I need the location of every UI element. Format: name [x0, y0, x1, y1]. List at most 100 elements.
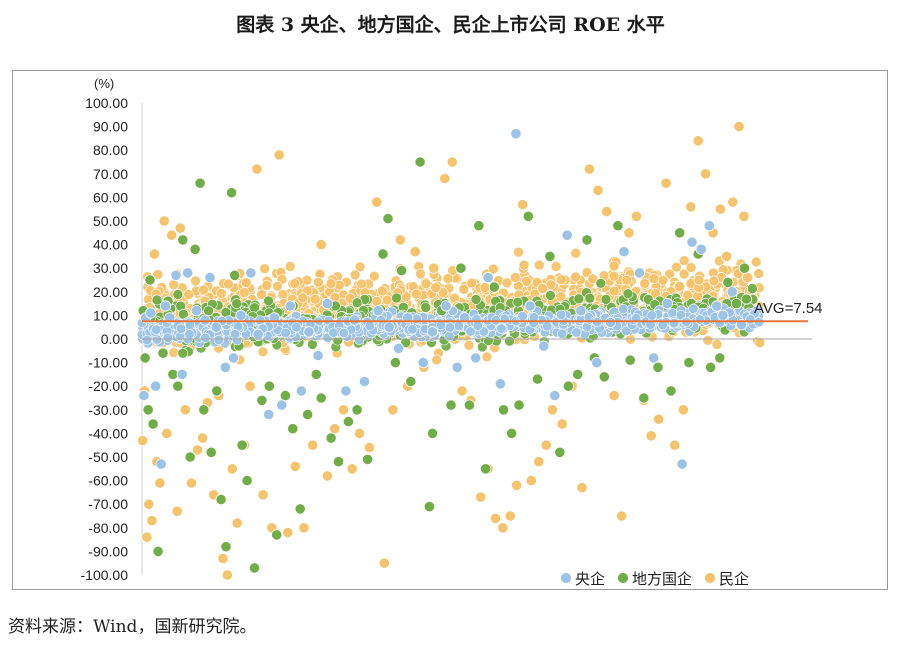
dense-point: [488, 263, 499, 275]
data-point: [372, 305, 384, 317]
y-axis: 100.00 90.00 80.00 70.00 60.00 50.00 40.00 30.0…: [81, 95, 143, 583]
data-point: [727, 196, 739, 208]
dense-point: [537, 283, 548, 294]
data-point: [538, 340, 550, 352]
data-point: [531, 373, 544, 385]
data-point: [409, 246, 421, 258]
dense-point: [444, 322, 456, 333]
y-tick-label: -30.00: [88, 402, 128, 418]
dense-point: [325, 278, 337, 289]
dense-point: [241, 277, 252, 288]
data-point: [138, 389, 150, 402]
data-point: [692, 135, 704, 147]
y-tick-label: 100.00: [85, 95, 128, 111]
dense-point: [261, 280, 273, 291]
data-point: [298, 522, 310, 534]
dense-point: [230, 329, 241, 340]
data-point: [139, 352, 151, 364]
data-point: [414, 156, 426, 168]
dense-point: [570, 271, 581, 283]
data-point: [154, 477, 166, 489]
data-point: [504, 510, 516, 522]
data-point: [171, 505, 183, 517]
data-point: [248, 562, 261, 574]
data-point: [190, 305, 202, 317]
data-point: [226, 187, 238, 199]
dense-point: [152, 269, 164, 280]
y-tick-label: 80.00: [93, 142, 128, 158]
data-point: [592, 184, 604, 196]
data-point: [340, 385, 352, 397]
dense-point: [542, 321, 553, 332]
data-point: [738, 210, 750, 222]
data-point: [426, 326, 439, 338]
dense-point: [621, 274, 633, 286]
data-point: [284, 300, 296, 312]
data-point: [674, 227, 686, 239]
data-point: [544, 250, 556, 262]
data-point: [337, 404, 350, 416]
data-point: [179, 404, 191, 416]
dense-point: [354, 261, 366, 273]
data-point: [604, 316, 617, 329]
dense-point: [657, 319, 668, 331]
legend-marker: [617, 572, 629, 584]
data-point: [303, 326, 315, 338]
dense-point: [312, 276, 324, 288]
dense-point: [571, 327, 582, 338]
data-point: [315, 392, 327, 404]
dense-point: [472, 320, 483, 331]
dense-point: [177, 347, 189, 359]
data-point: [677, 404, 690, 416]
data-point: [630, 210, 643, 222]
dense-point: [280, 327, 291, 339]
data-point: [405, 375, 417, 388]
data-point: [172, 380, 184, 392]
data-point: [546, 404, 559, 416]
y-tick-label: 30.00: [93, 260, 128, 276]
data-point: [549, 389, 561, 402]
data-point: [392, 342, 405, 354]
data-point: [351, 404, 363, 416]
data-point: [652, 413, 665, 425]
data-point: [505, 427, 518, 439]
data-point: [148, 248, 160, 260]
data-point: [482, 271, 494, 284]
data-point: [177, 234, 189, 246]
dense-point: [678, 255, 690, 267]
data-point: [676, 458, 688, 470]
dense-point: [501, 277, 513, 289]
y-tick-label: -10.00: [88, 355, 128, 371]
y-tick-label: 0.00: [101, 331, 128, 347]
data-point: [315, 239, 327, 251]
data-point: [348, 314, 361, 326]
data-point: [601, 206, 613, 218]
data-point: [428, 262, 440, 274]
dense-point: [584, 292, 596, 304]
data-point: [325, 432, 337, 444]
data-point: [665, 385, 677, 397]
dense-point: [231, 298, 242, 309]
data-point: [166, 229, 178, 241]
dense-point: [753, 268, 765, 279]
data-point: [353, 427, 366, 439]
dense-point: [570, 247, 582, 259]
data-point: [494, 378, 506, 390]
legend-marker: [560, 572, 572, 584]
dense-point: [675, 310, 686, 321]
data-point: [310, 368, 322, 380]
data-point: [219, 361, 231, 373]
data-point: [497, 522, 509, 534]
data-point: [717, 309, 729, 321]
data-point: [221, 569, 233, 581]
dense-point: [646, 310, 657, 321]
data-point: [241, 474, 253, 487]
dense-point: [420, 302, 432, 313]
data-point: [378, 557, 390, 569]
data-point: [455, 262, 467, 274]
data-point: [451, 361, 463, 373]
dense-point-band: [136, 246, 766, 366]
dense-point: [430, 282, 442, 294]
data-point: [244, 380, 256, 392]
dense-point: [555, 309, 567, 320]
